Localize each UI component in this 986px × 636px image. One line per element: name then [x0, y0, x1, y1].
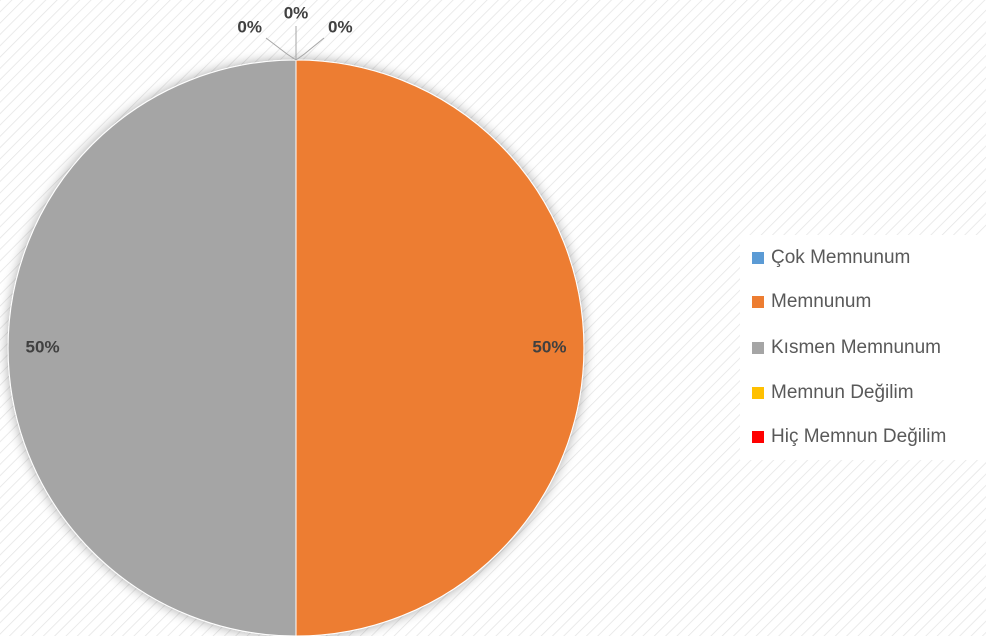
- pie-slice: [7, 59, 297, 636]
- data-label: 0%: [328, 17, 353, 36]
- data-label: 50%: [26, 337, 60, 356]
- legend-label: Memnun Değilim: [771, 382, 914, 403]
- legend-swatch: [752, 296, 764, 308]
- pie-slice: [295, 59, 585, 636]
- legend-swatch: [752, 387, 764, 399]
- legend-label: Çok Memnunum: [771, 247, 910, 268]
- pie: [7, 59, 585, 636]
- legend-label: Hiç Memnun Değilim: [771, 426, 946, 447]
- legend-label: Memnunum: [771, 291, 871, 312]
- legend-swatch: [752, 342, 764, 354]
- legend-box: [740, 235, 986, 460]
- leader-line: [295, 37, 325, 61]
- data-label: 0%: [237, 17, 262, 36]
- data-label: 50%: [532, 337, 566, 356]
- leader-line: [265, 37, 297, 61]
- legend-label: Kısmen Memnunum: [771, 337, 941, 358]
- legend-swatch: [752, 252, 764, 264]
- data-label: 0%: [284, 3, 309, 22]
- legend-swatch: [752, 431, 764, 443]
